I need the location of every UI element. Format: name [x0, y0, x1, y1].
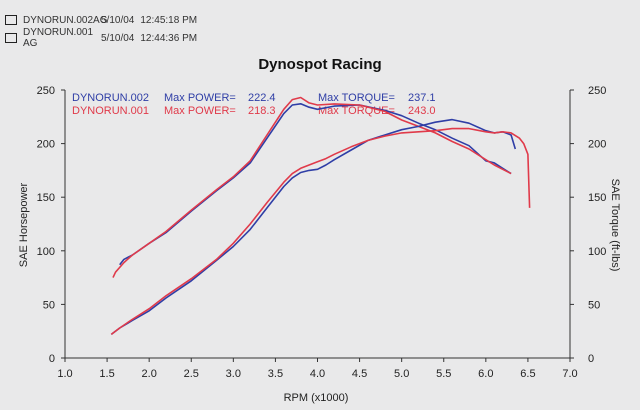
y-tick-label: 200 [37, 139, 55, 151]
legend-run-time: 12:44:36 PM [140, 32, 198, 44]
legend-swatch-blue [5, 15, 17, 25]
y2-axis-label: SAE Torque (ft-lbs) [609, 179, 621, 272]
annotation-torque-label: Max TORQUE= [318, 92, 395, 104]
y2-tick-label: 150 [588, 192, 606, 204]
x-tick-label: 1.0 [57, 368, 72, 380]
x-tick-label: 4.5 [352, 368, 367, 380]
x-tick-label: 7.0 [562, 368, 577, 380]
y-tick-label: 150 [37, 192, 55, 204]
legend-run-date: 5/10/04 [101, 14, 135, 26]
legend-run-name: DYNORUN.002AG [23, 14, 108, 26]
y2-tick-label: 200 [588, 139, 606, 151]
legend-run-name: DYNORUN.001 AG [23, 27, 94, 49]
annotation-run-name: DYNORUN.001 [72, 105, 149, 117]
series-line-1 [112, 96, 512, 278]
series-lines [110, 96, 531, 336]
y2-tick-label: 50 [588, 299, 600, 311]
chart-title: Dynospot Racing [258, 56, 381, 73]
x-tick-label: 1.5 [99, 368, 114, 380]
x-tick-label: 6.0 [478, 368, 493, 380]
x-tick-label: 2.0 [142, 368, 157, 380]
x-axis-label: RPM (x1000) [284, 392, 349, 404]
series-line-3 [110, 127, 531, 336]
y-axis-label: SAE Horsepower [18, 182, 30, 267]
y2-tick-label: 250 [588, 85, 606, 97]
x-tick-label: 5.0 [394, 368, 409, 380]
legend-run-date: 5/10/04 [101, 32, 135, 44]
annotation-power-label: Max POWER= [164, 105, 236, 117]
y2-tick-label: 100 [588, 246, 606, 258]
annotation-torque-value: 237.1 [408, 92, 436, 104]
y-tick-label: 100 [37, 246, 55, 258]
legend-swatch-red [5, 33, 17, 43]
annotation-power-value: 218.3 [248, 105, 276, 117]
y-tick-label: 0 [49, 353, 55, 365]
x-tick-label: 2.5 [184, 368, 199, 380]
x-tick-label: 5.5 [436, 368, 451, 380]
legend-entry-run-002: DYNORUN.002AG 5/10/04 12:45:18 PM [5, 13, 197, 27]
series-line-2 [110, 118, 517, 336]
annotation-power-label: Max POWER= [164, 92, 236, 104]
annotation-torque-value: 243.0 [408, 105, 436, 117]
x-tick-label: 6.5 [520, 368, 535, 380]
axis-ticks: 1.0 1.5 2.0 2.5 3.0 3.5 4.0 4.5 5.0 5.5 6.0 6.5 7.0 0… [37, 85, 607, 380]
legend-run-time: 12:45:18 PM [140, 14, 198, 26]
x-tick-label: 4.0 [310, 368, 325, 380]
y2-tick-label: 0 [588, 353, 594, 365]
annotation-run-002: DYNORUN.002 Max POWER= 222.4 Max TORQUE=… [72, 92, 436, 104]
y-tick-label: 50 [43, 299, 55, 311]
y-tick-label: 250 [37, 85, 55, 97]
annotation-power-value: 222.4 [248, 92, 276, 104]
x-tick-label: 3.0 [226, 368, 241, 380]
x-tick-label: 3.5 [268, 368, 283, 380]
legend-entry-run-001: DYNORUN.001 AG 5/10/04 12:44:36 PM [5, 27, 198, 49]
annotation-run-name: DYNORUN.002 [72, 92, 149, 104]
